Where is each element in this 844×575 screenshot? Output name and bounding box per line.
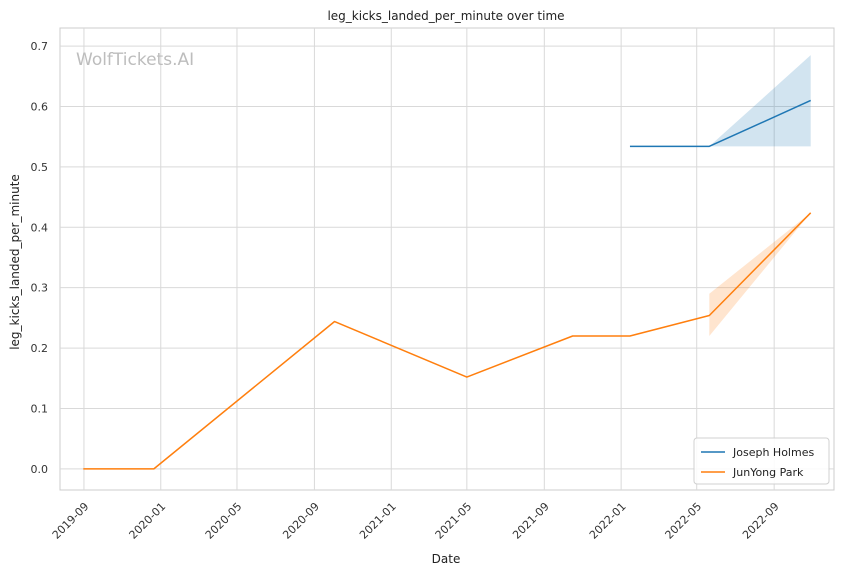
x-tick-label: 2020-01 <box>127 500 169 542</box>
x-ticks: 2019-09 2020-01 2020-05 2020-09 2021-01 2021-… <box>50 500 782 542</box>
x-tick-label: 2022-01 <box>587 500 629 542</box>
y-tick-label: 0.2 <box>31 342 49 355</box>
x-tick-label: 2021-01 <box>357 500 399 542</box>
legend-box <box>693 437 830 485</box>
x-tick-label: 2021-09 <box>510 500 552 542</box>
y-tick-label: 0.1 <box>31 402 49 415</box>
y-tick-label: 0.0 <box>31 463 49 476</box>
series-line-joseph-holmes <box>629 99 812 148</box>
grid <box>60 28 834 490</box>
confidence-bands <box>709 55 811 336</box>
y-tick-label: 0.5 <box>31 161 49 174</box>
watermark-text: WolfTickets.AI <box>76 50 194 70</box>
x-tick-label: 2019-09 <box>50 500 92 542</box>
series-lines <box>83 99 812 470</box>
chart-title: leg_kicks_landed_per_minute over time <box>327 9 564 23</box>
legend-label-joseph-holmes: Joseph Holmes <box>732 446 814 459</box>
confidence-band-joseph-holmes <box>709 55 811 147</box>
legend: Joseph Holmes JunYong Park <box>693 437 830 485</box>
plot-area <box>59 27 835 491</box>
x-tick-label: 2022-05 <box>663 500 705 542</box>
x-axis-label: Date <box>432 552 461 566</box>
y-tick-label: 0.7 <box>31 40 49 53</box>
confidence-band-junyong-park <box>709 212 811 336</box>
y-tick-label: 0.6 <box>31 101 49 114</box>
x-tick-label: 2021-05 <box>433 500 475 542</box>
y-tick-label: 0.3 <box>31 282 49 295</box>
y-tick-label: 0.4 <box>31 221 49 234</box>
x-tick-label: 2020-05 <box>203 500 245 542</box>
y-ticks: 0.0 0.1 0.2 0.3 0.4 0.5 0.6 0.7 <box>31 40 49 476</box>
series-line-junyong-park <box>83 212 812 470</box>
x-tick-label: 2020-09 <box>280 500 322 542</box>
legend-label-junyong-park: JunYong Park <box>732 466 804 479</box>
x-tick-label: 2022-09 <box>740 500 782 542</box>
y-axis-label: leg_kicks_landed_per_minute <box>8 174 22 350</box>
